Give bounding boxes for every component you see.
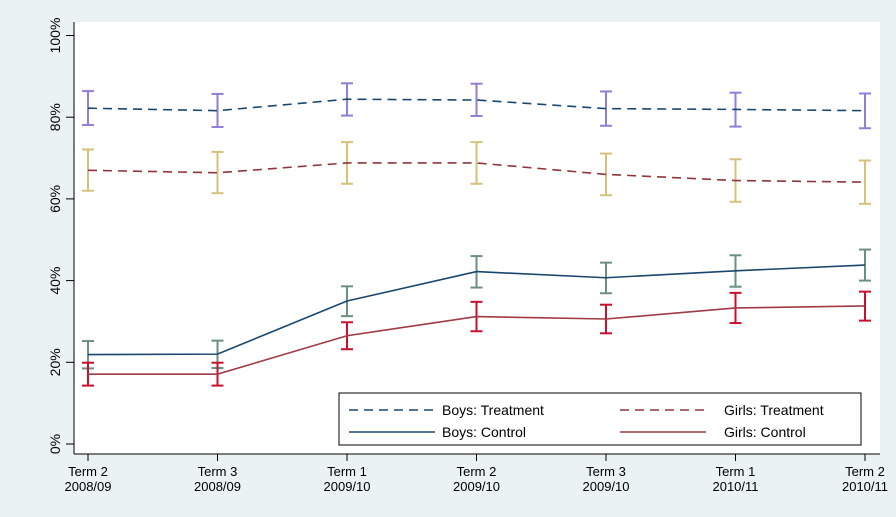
y-tick-label: 0% [47, 434, 63, 454]
x-tick-label-year: 2010/11 [712, 479, 758, 494]
x-tick-label-year: 2008/09 [194, 479, 241, 494]
x-tick-label-year: 2009/10 [583, 479, 630, 494]
error-bar [82, 148, 94, 192]
legend-label: Girls: Treatment [724, 402, 824, 418]
series-lines [87, 98, 866, 375]
series-line [88, 305, 866, 375]
legend: Boys: Treatment Girls: Treatment Boys: Con… [338, 392, 862, 446]
error-bar [859, 159, 871, 205]
x-tick-label-term: Term 3 [586, 464, 626, 479]
y-tick-label: 80% [47, 103, 63, 131]
x-tick-label-year: 2008/09 [65, 479, 112, 494]
x-tick-label-year: 2009/10 [324, 479, 371, 494]
error-bar [859, 92, 871, 130]
error-bars [82, 82, 871, 387]
x-tick-label-year: 2010/11 [842, 479, 888, 494]
legend-label: Boys: Control [442, 424, 526, 440]
x-tick-label-term: Term 2 [845, 464, 885, 479]
legend-label: Girls: Control [724, 424, 806, 440]
y-axis: 0% 20% 40% 60% 80% 100% [47, 18, 75, 454]
y-tick-label: 20% [47, 348, 63, 376]
x-tick-label-year: 2009/10 [453, 479, 500, 494]
x-tick-label-term: Term 2 [457, 464, 497, 479]
x-tick-label-term: Term 3 [198, 464, 238, 479]
error-bar [82, 90, 94, 126]
series-line [87, 264, 866, 356]
x-tick-label-term: Term 1 [327, 464, 367, 479]
series-line [87, 98, 866, 112]
y-tick-label: 100% [47, 18, 63, 54]
x-tick-label-term: Term 1 [716, 464, 756, 479]
error-bar [470, 141, 483, 185]
legend-box [338, 392, 862, 446]
x-tick-label-term: Term 2 [68, 464, 108, 479]
y-tick-label: 40% [47, 267, 63, 295]
y-tick-label: 60% [47, 185, 63, 213]
error-bar [470, 82, 483, 117]
series-line [87, 162, 866, 183]
error-bar [211, 92, 224, 129]
error-bar [211, 150, 224, 195]
legend-label: Boys: Treatment [442, 402, 544, 418]
